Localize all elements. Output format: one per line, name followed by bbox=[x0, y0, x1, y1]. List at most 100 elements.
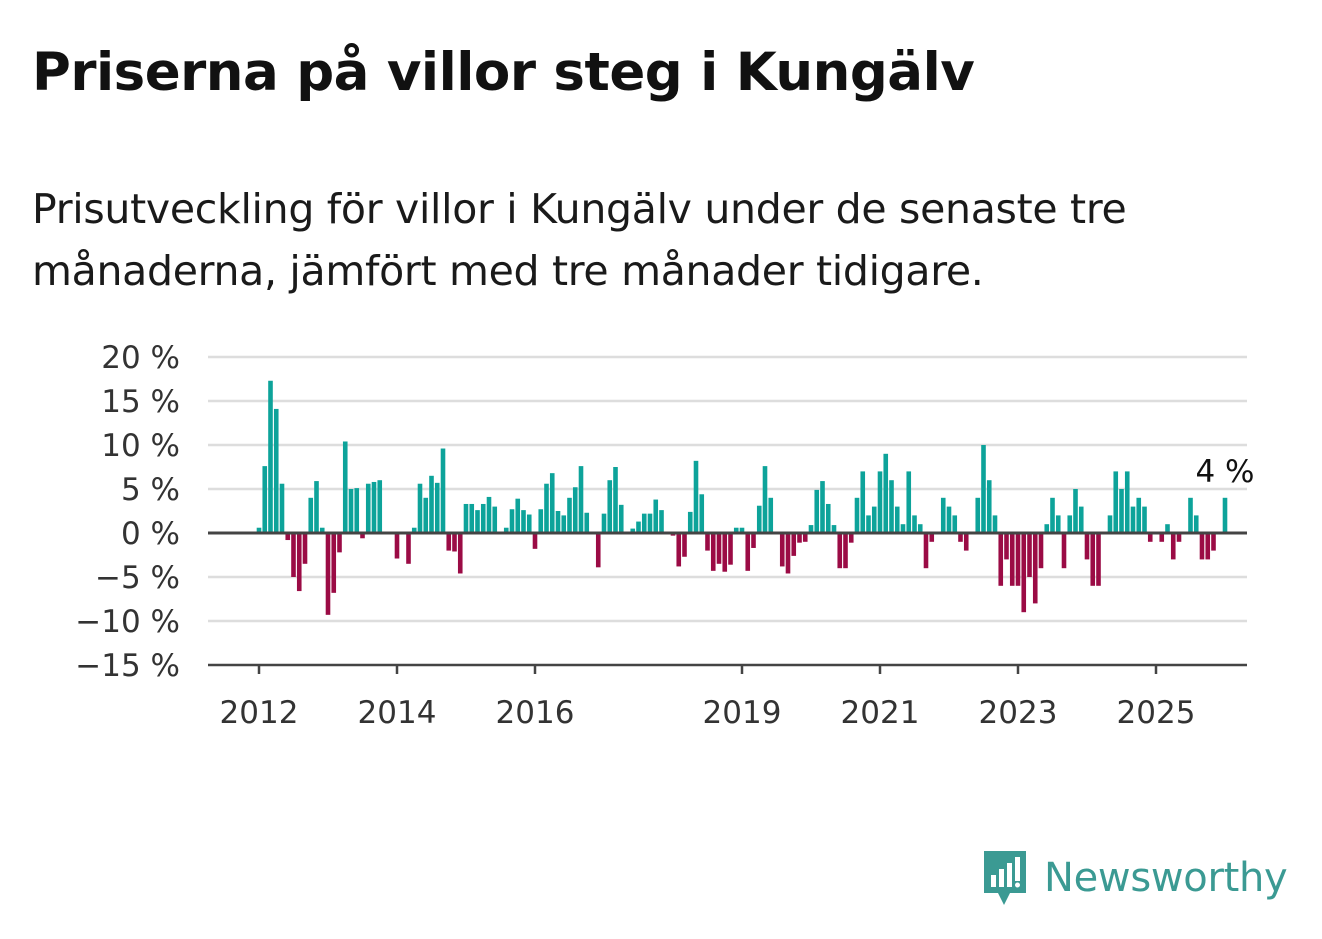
y-tick-label: 0 % bbox=[121, 516, 180, 552]
bar bbox=[475, 510, 480, 533]
bar bbox=[423, 497, 429, 533]
axes bbox=[208, 531, 1247, 667]
bar bbox=[802, 533, 808, 542]
bar bbox=[273, 408, 279, 533]
bar bbox=[348, 489, 354, 533]
bar bbox=[365, 483, 371, 533]
bar bbox=[843, 533, 848, 569]
bar bbox=[354, 488, 360, 533]
bar bbox=[992, 515, 998, 533]
bar bbox=[791, 533, 797, 556]
bar bbox=[710, 533, 716, 571]
bar bbox=[440, 448, 446, 533]
bar bbox=[607, 480, 613, 533]
bar bbox=[716, 533, 722, 564]
bar bbox=[572, 487, 578, 533]
bar bbox=[1142, 506, 1147, 533]
bar bbox=[457, 533, 463, 574]
bar bbox=[555, 511, 561, 533]
bar bbox=[889, 480, 894, 533]
bar bbox=[912, 515, 917, 533]
chart-title: Priserna på villor steg i Kungälv bbox=[32, 42, 975, 103]
x-tick-label: 2021 bbox=[841, 695, 920, 731]
bar bbox=[923, 533, 929, 569]
bar bbox=[331, 533, 337, 593]
bar bbox=[262, 466, 268, 533]
bar bbox=[825, 503, 831, 533]
bar bbox=[549, 473, 555, 533]
bar bbox=[636, 521, 641, 533]
bar bbox=[1222, 497, 1228, 533]
bar bbox=[1027, 533, 1032, 577]
bar bbox=[486, 496, 492, 533]
bar bbox=[906, 471, 912, 533]
bar bbox=[1193, 515, 1199, 533]
bar bbox=[848, 533, 854, 543]
bar bbox=[653, 499, 659, 533]
bar bbox=[1136, 497, 1142, 533]
bar bbox=[1147, 533, 1153, 542]
bar bbox=[797, 533, 802, 543]
x-tick-label: 2012 bbox=[220, 695, 299, 731]
bar bbox=[377, 480, 383, 533]
bar bbox=[940, 497, 946, 533]
bar bbox=[831, 525, 837, 533]
bar bbox=[1090, 533, 1096, 586]
bar bbox=[360, 533, 365, 539]
bar bbox=[342, 441, 348, 533]
y-tick-label: 10 % bbox=[101, 428, 180, 464]
bar bbox=[981, 445, 986, 533]
y-tick-label: 5 % bbox=[121, 472, 180, 508]
bar bbox=[1032, 533, 1038, 604]
bar bbox=[1073, 489, 1078, 533]
bar bbox=[722, 533, 728, 572]
bar bbox=[371, 481, 377, 533]
bar bbox=[705, 533, 710, 551]
bar bbox=[1038, 533, 1044, 569]
bar bbox=[745, 533, 751, 571]
bar bbox=[929, 533, 935, 542]
bar bbox=[480, 503, 486, 533]
bar bbox=[538, 509, 544, 533]
bar bbox=[1113, 471, 1119, 533]
y-tick-label: −10 % bbox=[75, 604, 180, 640]
x-tick-label: 2019 bbox=[703, 695, 782, 731]
bar bbox=[463, 503, 469, 533]
bar bbox=[411, 527, 417, 533]
bar bbox=[1165, 524, 1170, 533]
bar bbox=[1170, 533, 1176, 560]
x-tick-label: 2025 bbox=[1117, 695, 1196, 731]
bar bbox=[337, 533, 342, 553]
bar bbox=[1211, 533, 1216, 551]
x-axis-ticks: 2012 2014 2016 2019 2021 2023 2025 bbox=[220, 665, 1196, 731]
bar bbox=[452, 533, 457, 552]
bar bbox=[1176, 533, 1182, 542]
bar bbox=[998, 533, 1004, 586]
bar bbox=[986, 480, 992, 533]
bar bbox=[1205, 533, 1211, 560]
bar bbox=[601, 513, 607, 533]
bar bbox=[975, 497, 981, 533]
bar bbox=[814, 489, 820, 533]
x-tick-label: 2016 bbox=[496, 695, 575, 731]
y-axis-ticks: 20 % 15 % 10 % 5 % 0 % −5 % −10 % −15 % bbox=[75, 340, 180, 684]
bar bbox=[302, 533, 308, 564]
bar bbox=[1130, 506, 1136, 533]
bar bbox=[1061, 533, 1067, 569]
bar bbox=[406, 533, 411, 564]
bar bbox=[946, 506, 952, 533]
bar bbox=[785, 533, 791, 574]
bar bbox=[434, 482, 440, 533]
bar bbox=[762, 466, 768, 533]
bar bbox=[578, 466, 584, 533]
bar bbox=[561, 515, 567, 533]
bar bbox=[1078, 506, 1084, 533]
bar bbox=[779, 533, 785, 567]
bar bbox=[1055, 515, 1061, 533]
bar bbox=[446, 533, 452, 551]
logo-text: Newsworthy bbox=[1044, 855, 1288, 901]
bar bbox=[733, 527, 739, 533]
bar bbox=[952, 515, 958, 533]
bar bbox=[1159, 533, 1165, 542]
newsworthy-logo[interactable]: Newsworthy bbox=[980, 846, 1288, 910]
